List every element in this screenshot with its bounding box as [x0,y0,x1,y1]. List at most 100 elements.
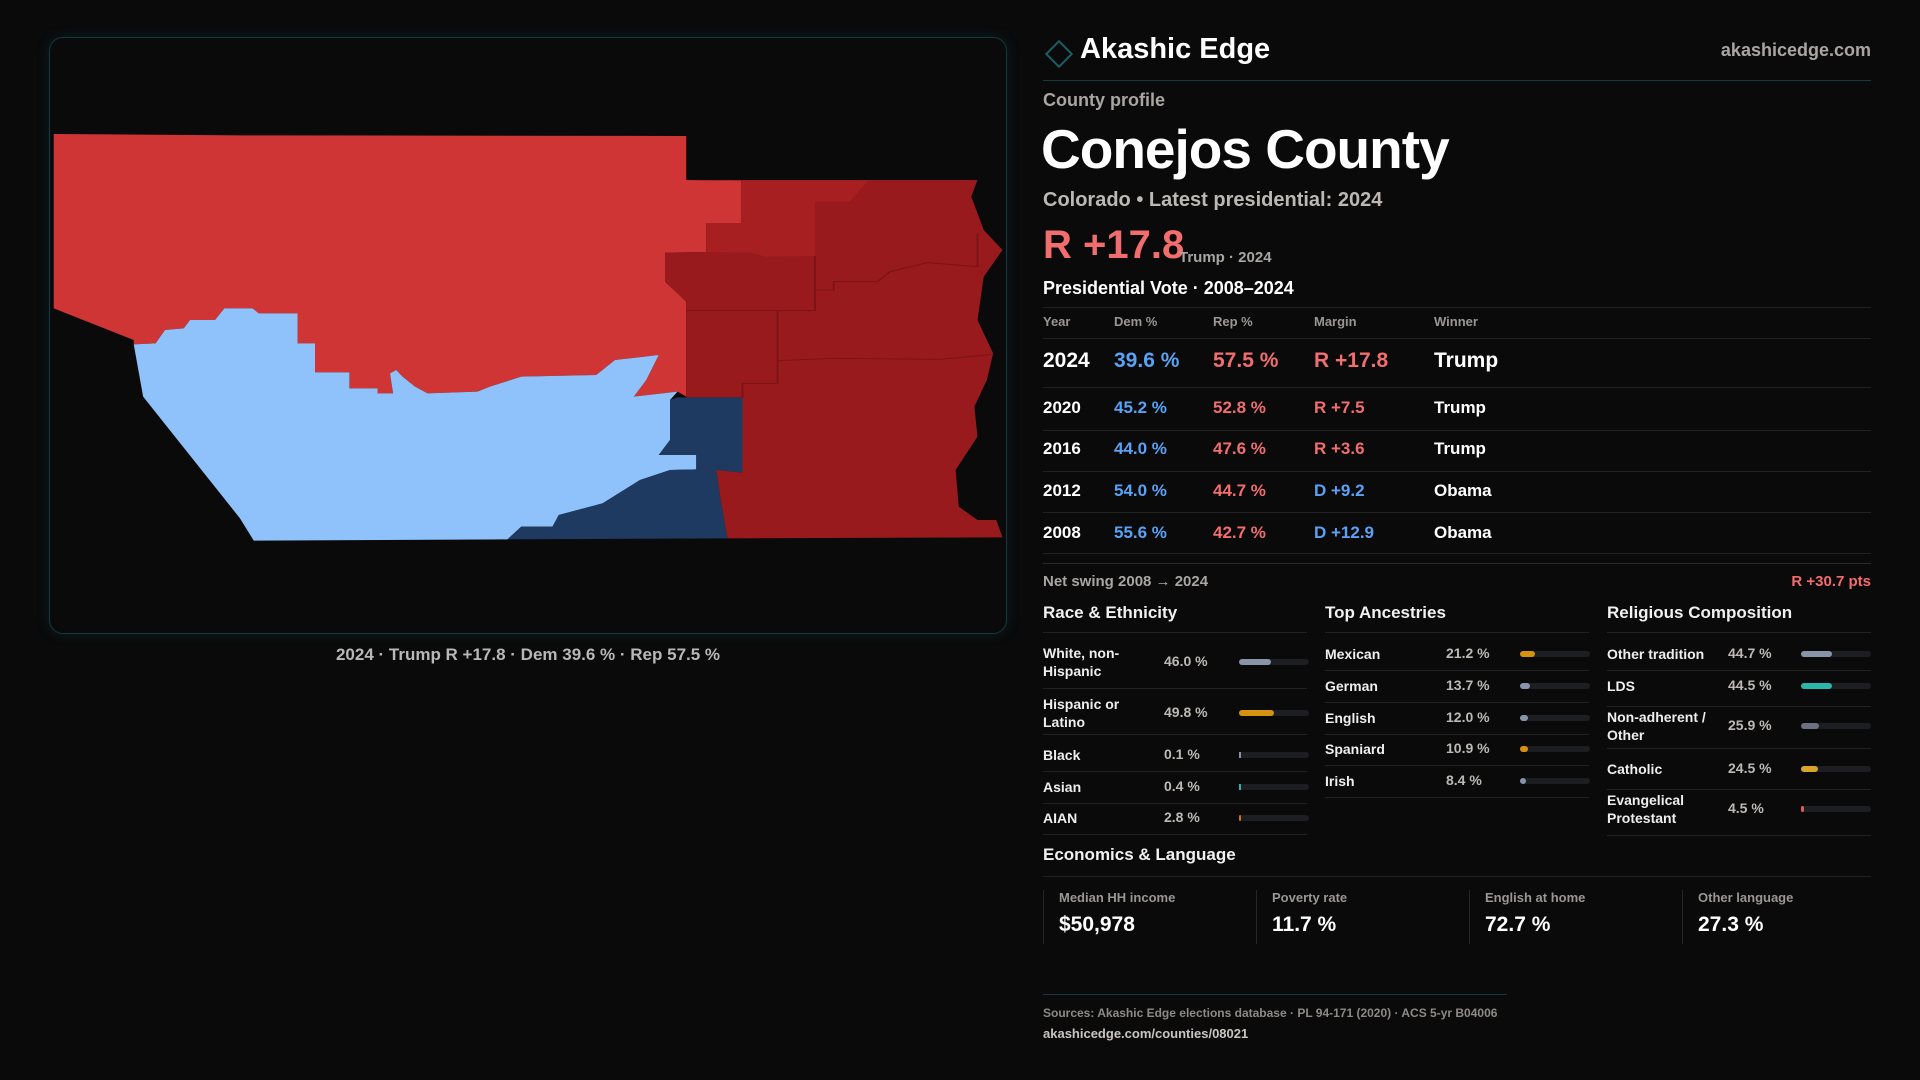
sources: Sources: Akashic Edge elections database… [1043,1006,1498,1020]
section-divider [1607,632,1871,633]
swing-label: Net swing 2008 → 2024 [1043,573,1209,590]
race-title: Race & Ethnicity [1043,603,1178,622]
list-item-value: 21.2 % [1446,645,1490,661]
cell-margin: R +7.5 [1314,398,1365,417]
cell-year: 2012 [1043,481,1081,500]
stat-card: English at home 72.7 % [1469,890,1682,944]
map-region-rep-light[interactable] [53,134,742,397]
list-item-value: 13.7 % [1446,677,1490,693]
map-card [49,37,1007,634]
cell-rep: 44.7 % [1213,481,1266,500]
list-item-label: Catholic [1607,761,1663,777]
progress-fill [1239,710,1274,716]
site-link[interactable]: akashicedge.com [1720,40,1871,60]
progress-bar [1239,752,1309,758]
list-item-value: 44.5 % [1728,677,1772,693]
map-region-rep-mid[interactable] [706,180,869,257]
row-divider [1043,430,1871,431]
row-divider [1325,797,1589,798]
stat-card: Other language 27.3 % [1682,890,1895,944]
cell-winner: Obama [1434,481,1492,500]
progress-fill [1520,778,1526,784]
stat-card: Poverty rate 11.7 % [1256,890,1469,944]
stat-value: 72.7 % [1485,913,1551,936]
progress-bar [1801,766,1871,772]
cell-dem: 55.6 % [1114,523,1167,542]
list-item-value: 46.0 % [1164,653,1208,669]
swing-divider [1043,563,1871,564]
map-region-rep-dark[interactable] [665,180,1003,539]
page-url[interactable]: akashicedge.com/counties/08021 [1043,1026,1249,1041]
row-divider [1607,835,1871,836]
economics-divider [1043,876,1871,877]
progress-bar [1801,651,1871,657]
row-divider [1607,670,1871,671]
progress-bar [1239,815,1309,821]
cell-dem: 39.6 % [1114,349,1180,372]
logo-diamond-icon [1044,39,1074,69]
row-divider [1043,803,1307,804]
progress-fill [1239,815,1242,821]
table-divider [1043,307,1871,308]
footer-divider [1043,994,1507,995]
cell-dem: 44.0 % [1114,439,1167,458]
stat-label: Median HH income [1059,890,1176,905]
list-item-value: 2.8 % [1164,809,1200,825]
section-divider [1043,632,1307,633]
row-divider [1325,670,1589,671]
map-caption: 2024 · Trump R +17.8 · Dem 39.6 % · Rep … [335,645,721,664]
list-item-label: Evangelical Protestant [1607,792,1685,826]
progress-bar [1520,651,1590,657]
progress-fill [1801,806,1805,812]
progress-bar [1520,778,1590,784]
list-item-label: AIAN [1043,810,1078,826]
table-divider [1043,338,1871,339]
progress-bar [1801,723,1871,729]
progress-bar [1520,683,1590,689]
row-divider [1325,765,1589,766]
stat-value: $50,978 [1059,913,1135,936]
cell-year: 2024 [1043,349,1090,372]
progress-fill [1801,651,1833,657]
swing-value: R +30.7 pts [1791,573,1871,590]
list-item-label: Mexican [1325,646,1381,662]
ancestry-title: Top Ancestries [1325,603,1446,622]
subtitle: Colorado • Latest presidential: 2024 [1043,189,1383,211]
list-item-value: 24.5 % [1728,760,1772,776]
list-item-label: LDS [1607,678,1635,694]
header-divider [1043,80,1871,81]
page-title: Conejos County [1041,118,1450,180]
progress-bar [1801,683,1871,689]
cell-winner: Obama [1434,523,1492,542]
economics-title: Economics & Language [1043,845,1236,864]
progress-fill [1520,715,1529,721]
county-map[interactable] [40,120,1020,560]
progress-bar [1239,784,1309,790]
row-divider [1043,553,1871,554]
map-region-dem-light[interactable] [133,308,697,541]
list-item-value: 10.9 % [1446,740,1490,756]
list-item-label: Hispanic or Latino [1043,696,1120,730]
cell-rep: 52.8 % [1213,398,1266,417]
row-divider [1325,702,1589,703]
kicker: County profile [1043,90,1165,110]
column-header: Year [1043,314,1071,329]
map-region-dem-dark[interactable] [507,397,743,540]
progress-fill [1801,723,1820,729]
list-item-label: Black [1043,747,1081,763]
list-item-value: 8.4 % [1446,772,1482,788]
cell-rep: 47.6 % [1213,439,1266,458]
stat-label: Other language [1698,890,1794,905]
list-item-value: 12.0 % [1446,709,1490,725]
cell-rep: 42.7 % [1213,523,1266,542]
progress-fill [1801,683,1833,689]
brand-name: Akashic Edge [1080,33,1271,65]
list-item-label: Spaniard [1325,741,1385,757]
list-item-value: 0.4 % [1164,778,1200,794]
progress-bar [1801,806,1871,812]
row-divider [1607,706,1871,707]
section-divider [1325,632,1589,633]
map-boundaries [686,233,994,398]
list-item-value: 44.7 % [1728,645,1772,661]
cell-winner: Trump [1434,349,1499,372]
